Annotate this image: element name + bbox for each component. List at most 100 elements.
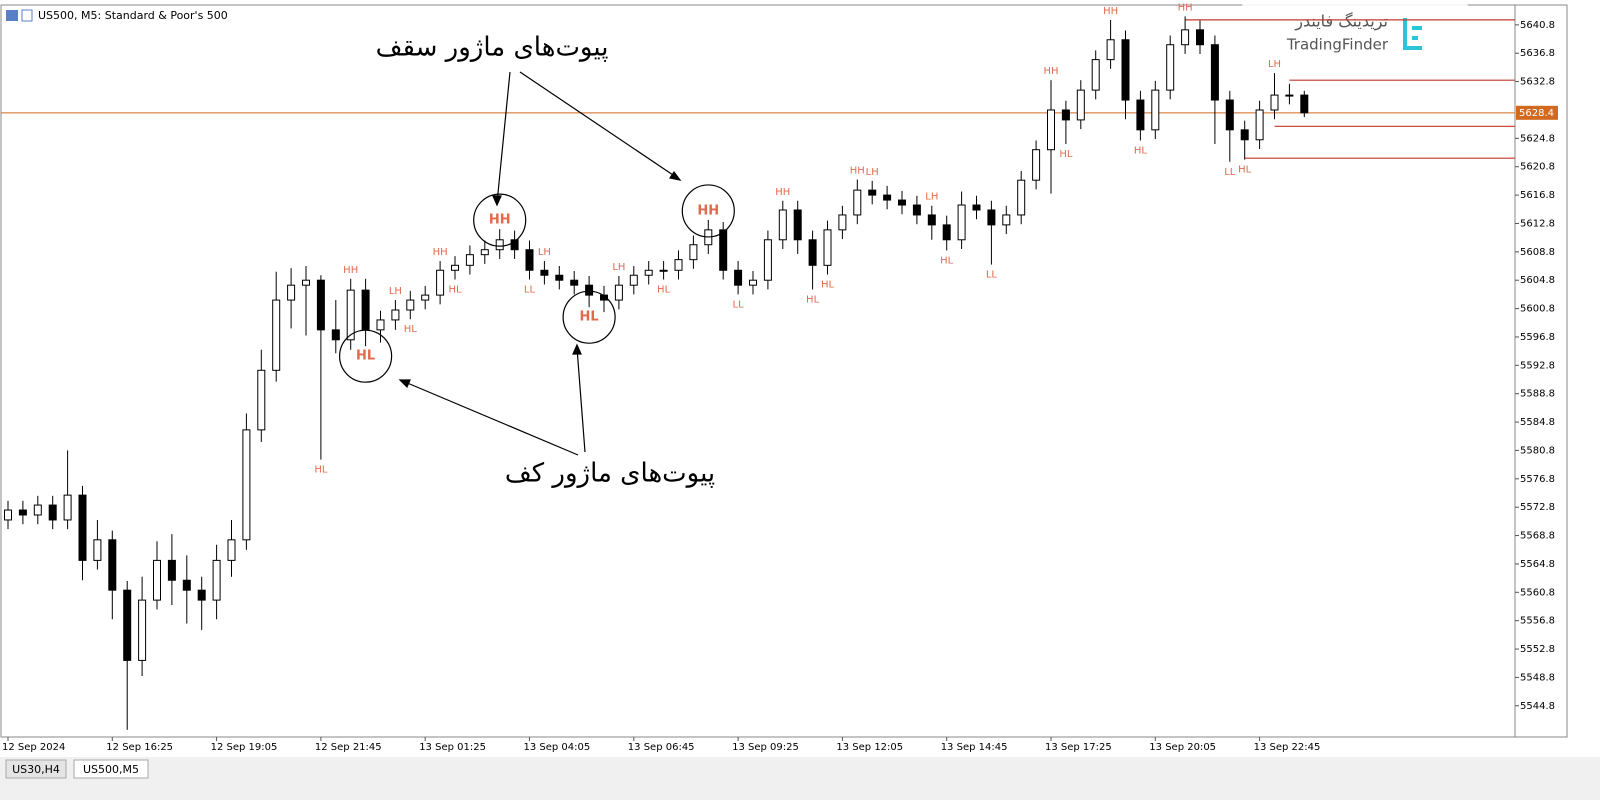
candle-body — [674, 259, 683, 271]
pivot-label: HL — [448, 285, 462, 296]
pivot-label: HL — [821, 280, 835, 291]
candle-body — [898, 199, 906, 206]
arrows — [398, 71, 682, 456]
candle-body — [316, 279, 325, 331]
candle-body — [734, 269, 743, 286]
arrow-head — [492, 195, 502, 207]
candle-body — [1136, 99, 1145, 131]
candle-body — [93, 539, 102, 561]
candle-body — [406, 299, 415, 311]
tab-label[interactable]: US30,H4 — [12, 763, 60, 776]
candle-body — [540, 269, 549, 276]
candle-body — [823, 229, 832, 266]
candle-body — [4, 509, 12, 521]
arrow — [496, 71, 511, 204]
y-tick-label: 5568.8 — [1520, 531, 1555, 542]
arrow-head — [572, 343, 582, 355]
y-tick-label: 5544.8 — [1520, 701, 1555, 712]
candle-body — [227, 539, 236, 561]
candle-body — [838, 214, 847, 231]
y-tick-label: 5592.8 — [1520, 360, 1555, 371]
candle-body — [1121, 39, 1130, 101]
x-tick-label: 12 Sep 21:45 — [315, 742, 382, 753]
y-tick-label: 5548.8 — [1520, 672, 1555, 683]
candle-body — [331, 329, 340, 341]
arrow-head — [398, 379, 411, 389]
candle-body — [421, 294, 430, 301]
tab-bar — [0, 757, 1600, 800]
candle-body — [808, 239, 817, 266]
candle-body — [853, 189, 862, 216]
pivot-label: HH — [1178, 2, 1193, 13]
candle-body — [763, 239, 772, 281]
candle-body — [495, 239, 504, 251]
candle-body — [1061, 109, 1070, 121]
candle-body — [1285, 94, 1294, 97]
candle-body — [391, 309, 400, 321]
candle-body — [33, 504, 42, 516]
candle-body — [972, 204, 981, 211]
arrow-head — [669, 170, 682, 181]
candle-body — [1106, 39, 1115, 61]
y-tick-label: 5588.8 — [1520, 389, 1555, 400]
pivot-label: HH — [343, 265, 358, 276]
pivot-label: HL — [806, 294, 820, 305]
y-tick-label: 5604.8 — [1520, 275, 1555, 286]
candle-body — [1210, 44, 1219, 101]
pivot-circle — [473, 193, 527, 247]
candle-body — [78, 494, 87, 561]
candle-body — [1196, 29, 1204, 46]
x-tick-label: 13 Sep 14:45 — [941, 742, 1008, 753]
candle-body — [942, 224, 951, 241]
icon — [6, 10, 18, 21]
x-tick-label: 13 Sep 01:25 — [419, 742, 486, 753]
pivot-label: HH — [775, 187, 790, 198]
y-tick-label: 5584.8 — [1520, 417, 1555, 428]
tab[interactable] — [5, 759, 67, 779]
logo-icon — [1403, 18, 1422, 50]
candle-body — [153, 559, 161, 601]
x-tick-label: 13 Sep 22:45 — [1254, 742, 1321, 753]
y-tick-label: 5632.8 — [1520, 77, 1555, 88]
x-tick-label: 13 Sep 17:25 — [1045, 742, 1112, 753]
y-tick-label: 5620.8 — [1520, 162, 1555, 173]
current-price-box — [1516, 105, 1558, 120]
candle-body — [868, 189, 877, 196]
symbol-title: US500, M5: Standard & Poor's 500 — [38, 9, 228, 22]
pivot-label: LL — [733, 299, 745, 310]
candle-body — [451, 264, 459, 271]
x-tick-label: 12 Sep 2024 — [2, 742, 65, 753]
candle-body — [510, 239, 519, 251]
pivot-label: LH — [1268, 59, 1281, 70]
current-price-label: 5628.4 — [1519, 108, 1554, 119]
candle-body — [1225, 99, 1234, 131]
candle-body — [302, 279, 310, 286]
tab-active[interactable] — [73, 759, 149, 779]
candle-body — [793, 209, 802, 241]
annotation-top: پیوت‌های ماژور سقف — [376, 33, 609, 63]
candle-body — [18, 509, 27, 516]
candle-body — [912, 204, 921, 216]
candle-body — [212, 559, 221, 601]
candle-body — [1151, 89, 1160, 131]
candle-body — [883, 194, 892, 201]
candle-body — [480, 249, 489, 256]
candle-body — [1076, 89, 1085, 121]
candle-body — [570, 279, 579, 286]
y-tick-label: 5600.8 — [1520, 304, 1555, 315]
x-tick-label: 12 Sep 19:05 — [211, 742, 278, 753]
candle-body — [242, 429, 251, 541]
candle-body — [689, 244, 698, 261]
pivot-label: HL — [580, 310, 599, 325]
candle-body — [629, 274, 638, 286]
arrow — [576, 347, 586, 453]
tab-label[interactable]: US500,M5 — [83, 763, 139, 776]
candle-body — [1181, 29, 1190, 46]
pivot-label: HL — [356, 349, 375, 364]
candle-body — [987, 209, 996, 226]
y-tick-label: 5640.8 — [1520, 20, 1555, 31]
price-axis — [1514, 4, 1568, 738]
